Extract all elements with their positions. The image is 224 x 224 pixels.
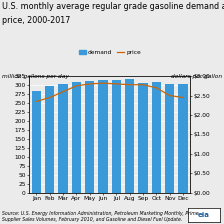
Legend: demand, price: demand, price xyxy=(76,48,143,57)
Bar xyxy=(152,82,161,193)
Text: million gallons per day: million gallons per day xyxy=(2,74,69,79)
Bar xyxy=(45,86,54,193)
Bar xyxy=(98,80,108,193)
Bar xyxy=(32,91,41,193)
Bar xyxy=(165,84,174,193)
Bar xyxy=(58,84,68,193)
Bar xyxy=(112,80,121,193)
Text: U.S. monthly average regular grade gasoline demand and retail: U.S. monthly average regular grade gasol… xyxy=(2,2,224,11)
Bar xyxy=(178,84,188,193)
Bar xyxy=(138,83,148,193)
Text: dollars per gallon: dollars per gallon xyxy=(171,74,222,79)
Text: Source: U.S. Energy Information Administration, Petroleum Marketing Monthly, Pri: Source: U.S. Energy Information Administ… xyxy=(2,211,199,222)
Text: eia: eia xyxy=(198,212,210,218)
Bar xyxy=(125,79,134,193)
Bar xyxy=(72,82,81,193)
Text: price, 2000-2017: price, 2000-2017 xyxy=(2,16,71,25)
Bar xyxy=(85,81,95,193)
